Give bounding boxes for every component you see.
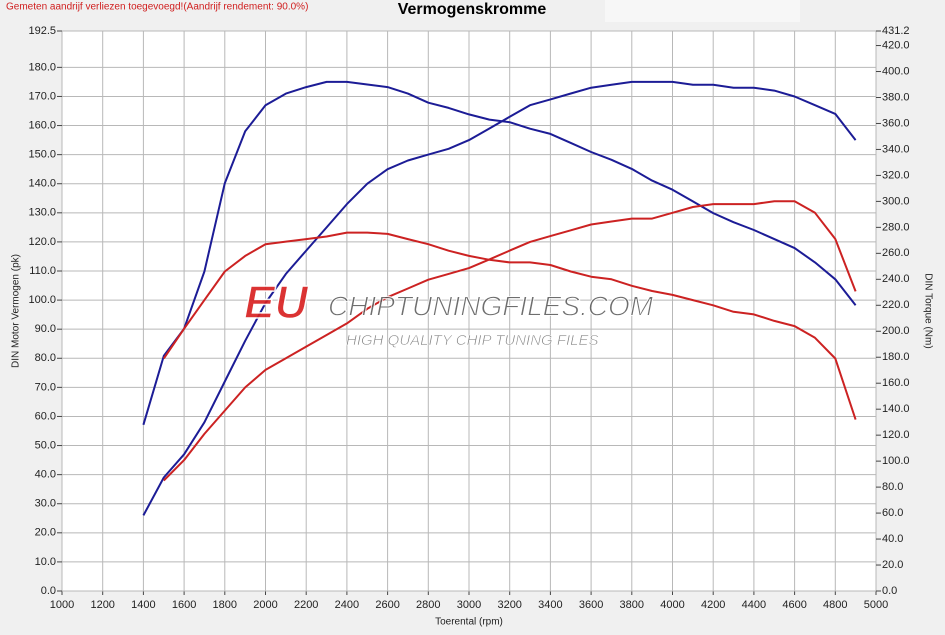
y-tick-label: 70.0 (35, 381, 56, 393)
y2-tick-label: 80.0 (882, 481, 903, 493)
y-tick-label: 170.0 (28, 90, 56, 102)
y2-tick-label: 300.0 (882, 195, 910, 207)
subtitle: Gemeten aandrijf verliezen toegevoegd!(A… (6, 2, 308, 13)
watermark-tagline: HIGH QUALITY CHIP TUNING FILES (346, 332, 599, 349)
y2-tick-label: 140.0 (882, 403, 910, 415)
x-tick-label: 1200 (90, 599, 114, 611)
y2-tick-label: 380.0 (882, 91, 910, 103)
data-line (163, 200, 857, 482)
y2-tick-label: 100.0 (882, 455, 910, 467)
y-tick-label: 130.0 (28, 207, 56, 219)
x-tick-label: 2800 (416, 599, 440, 611)
x-tick-label: 3400 (538, 599, 562, 611)
y-tick-label: 120.0 (28, 236, 56, 248)
x-tick-label: 1400 (131, 599, 155, 611)
data-line (142, 80, 857, 426)
y-tick-label: 60.0 (35, 410, 56, 422)
y2-tick-label: 60.0 (882, 507, 903, 519)
y-tick-label: 40.0 (35, 469, 56, 481)
y2-tick-label: 260.0 (882, 247, 910, 259)
y-tick-label: 180.0 (28, 61, 56, 73)
x-axis-label: Toerental (rpm) (435, 617, 503, 628)
y2-tick-label: 280.0 (882, 221, 910, 233)
x-tick-label: 2000 (253, 599, 277, 611)
x-tick-label: 2400 (335, 599, 359, 611)
x-tick-label: 5000 (864, 599, 888, 611)
x-tick-label: 2600 (375, 599, 399, 611)
y2-tick-label: 320.0 (882, 169, 910, 181)
y2-tick-label: 20.0 (882, 559, 903, 571)
y-tick-label: 100.0 (28, 294, 56, 306)
y2-tick-label: 160.0 (882, 377, 910, 389)
plot: 1000 1200 1400 1600 1800 2000 2200 2400 2600 2800… (28, 25, 909, 611)
y-tick-label: 20.0 (35, 527, 56, 539)
x-tick-label: 4600 (782, 599, 806, 611)
y2-tick-label: 360.0 (882, 117, 910, 129)
x-tick-label: 3000 (457, 599, 481, 611)
watermark-site: CHIPTUNINGFILES.COM (328, 290, 654, 321)
y-tick-label: 110.0 (29, 265, 56, 277)
data-line (162, 231, 857, 420)
y2-tick-label: 400.0 (882, 65, 910, 77)
x-tick-label: 3800 (620, 599, 644, 611)
data-line (142, 80, 857, 516)
y2-tick-label: 40.0 (882, 533, 903, 545)
x-tick-label: 1000 (50, 599, 74, 611)
y-tick-label: 80.0 (35, 352, 56, 364)
x-tick-label: 3200 (497, 599, 521, 611)
x-tick-label: 4800 (823, 599, 847, 611)
y2-tick-label: 431.2 (882, 25, 910, 37)
y-tick-label: 90.0 (35, 323, 56, 335)
y2-tick-label: 180.0 (882, 351, 910, 363)
x-tick-label: 4400 (742, 599, 766, 611)
y-tick-label: 192.5 (28, 25, 56, 37)
x-tick-label: 1800 (213, 599, 237, 611)
chart-title: Vermogenskromme (398, 1, 547, 18)
y2-axis-label: DIN Torque (Nm) (922, 273, 933, 348)
x-tick-label: 2200 (294, 599, 318, 611)
header-box (605, 0, 800, 22)
y2-tick-label: 220.0 (882, 299, 910, 311)
y-tick-label: 140.0 (28, 178, 56, 190)
y2-tick-label: 0.0 (882, 585, 897, 597)
y-tick-label: 30.0 (35, 498, 56, 510)
y-tick-label: 150.0 (28, 149, 56, 161)
x-tick-label: 3600 (579, 599, 603, 611)
y2-tick-label: 200.0 (882, 325, 910, 337)
y-tick-label: 160.0 (28, 119, 56, 131)
y2-tick-label: 120.0 (882, 429, 910, 441)
y2-tick-label: 420.0 (882, 39, 910, 51)
x-tick-label: 4000 (660, 599, 684, 611)
y2-tick-label: 240.0 (882, 273, 910, 285)
y-tick-label: 0.0 (41, 585, 56, 597)
x-tick-label: 4200 (701, 599, 725, 611)
y-tick-label: 50.0 (35, 439, 56, 451)
watermark-logo: EU (244, 276, 310, 328)
y-axis-label: DIN Motor Vermogen (pk) (11, 254, 22, 368)
y2-tick-label: 340.0 (882, 143, 910, 155)
x-tick-label: 1600 (172, 599, 196, 611)
y-tick-label: 10.0 (35, 556, 56, 568)
